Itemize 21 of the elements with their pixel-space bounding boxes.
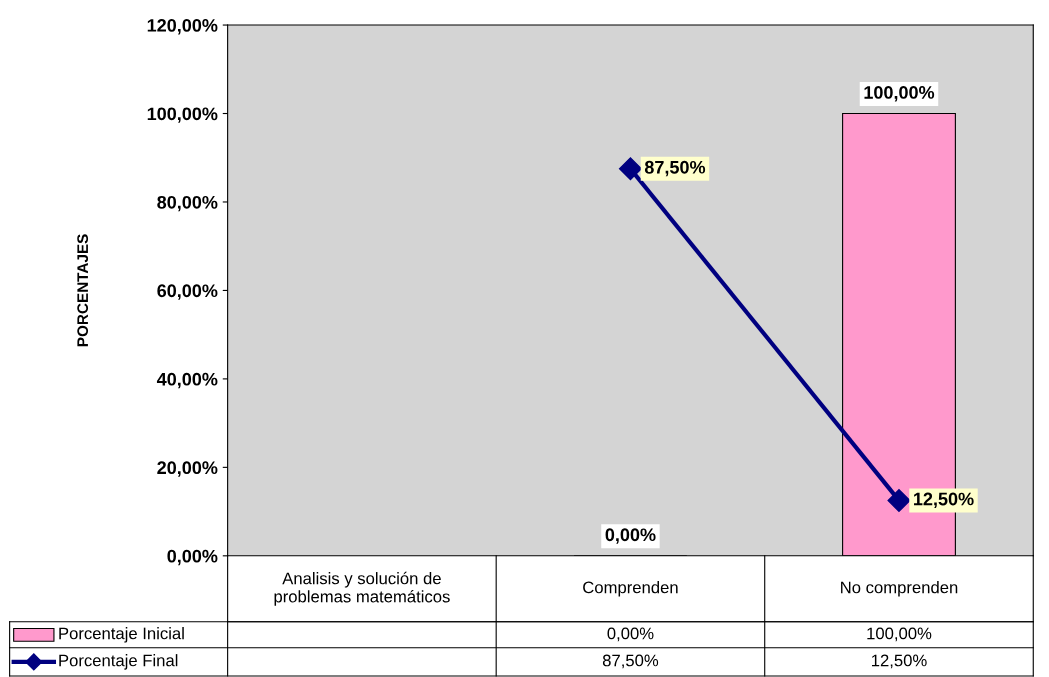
y-tick-label: 100,00% <box>147 107 218 123</box>
y-tick-label: 60,00% <box>157 284 218 300</box>
data-label: 100,00% <box>867 627 932 642</box>
data-label: 87,50% <box>602 654 659 669</box>
text: 100,00% <box>864 86 935 102</box>
x-tick-label: No comprenden <box>841 581 958 597</box>
data-label: 0,00% <box>607 627 654 642</box>
y-axis-title: PORCENTAJES <box>77 234 89 347</box>
text: 0,00% <box>605 528 656 544</box>
x-tick-label: Comprenden <box>583 581 678 597</box>
text: 87,50% <box>644 160 706 177</box>
y-tick-label: 20,00% <box>157 461 218 477</box>
legend-label: Porcentaje Final <box>59 654 178 670</box>
x-tick-label: Analisis y solución de problemas matemáticos <box>274 571 450 606</box>
data-label: 12,50% <box>872 654 927 669</box>
legend-label: Porcentaje Inicial <box>59 627 184 643</box>
text: 12,50% <box>914 492 974 508</box>
y-tick-label: 0,00% <box>167 549 218 566</box>
y-tick-label: 40,00% <box>156 372 218 389</box>
y-tick-label: 120,00% <box>147 18 218 35</box>
y-tick-label: 80,00% <box>157 195 218 212</box>
